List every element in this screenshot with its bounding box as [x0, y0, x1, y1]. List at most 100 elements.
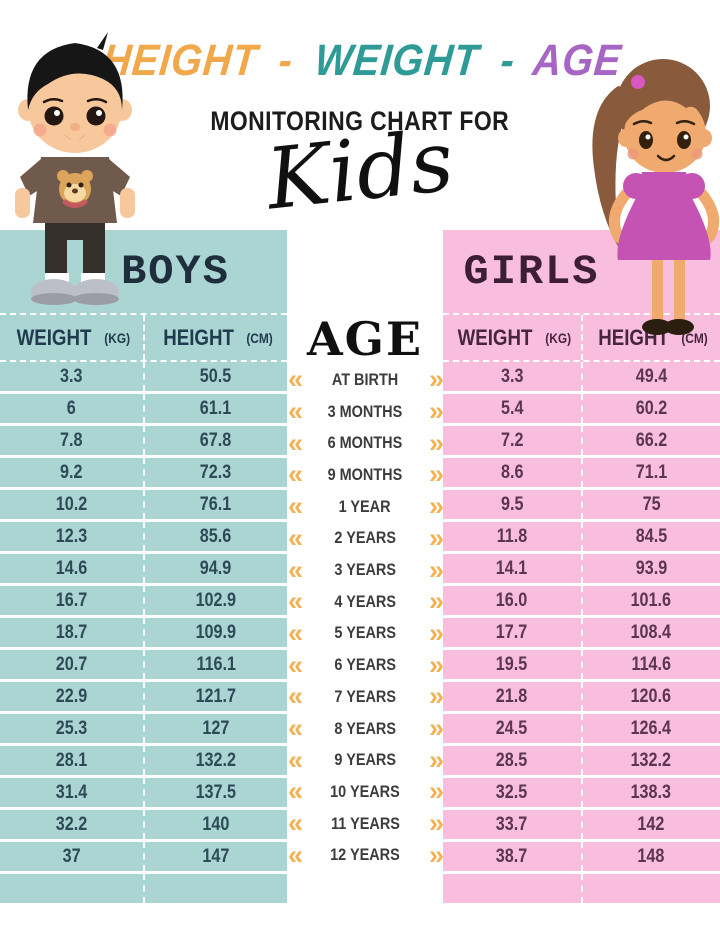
girls-height-cell-text: 142: [637, 813, 665, 835]
age-row: « 6 YEARS »: [287, 649, 444, 681]
boys-weight-cell: 32.2: [0, 810, 145, 839]
girls-table: GIRLS WEIGHT (KG) HEIGHT (CM) 3.3 49.4 5.4…: [443, 230, 720, 903]
girls-weight-cell-text: 7.2: [500, 429, 523, 451]
title-separator: -: [498, 36, 518, 85]
boys-height-header: HEIGHT (CM): [145, 315, 288, 360]
girls-weight-cell: 17.7: [443, 618, 583, 647]
boys-height-cell-text: 147: [202, 845, 230, 867]
girls-height-cell: 66.2: [583, 426, 720, 455]
left-chevrons-icon: «: [288, 459, 303, 490]
boys-height-cell: 127: [145, 714, 288, 743]
boys-height-cell: 85.6: [145, 522, 288, 551]
boys-column-headers: WEIGHT (KG) HEIGHT (CM): [0, 313, 287, 362]
age-label: 2 YEARS: [334, 528, 396, 548]
girls-weight-cell-text: 28.5: [496, 749, 528, 771]
boys-table-row: 32.2 140: [0, 807, 287, 839]
age-row: « AT BIRTH »: [287, 364, 444, 396]
girls-weight-cell: 5.4: [443, 394, 583, 423]
girls-table-row: 24.5 126.4: [443, 711, 720, 743]
girls-height-cell-text: 114.6: [631, 653, 672, 675]
boys-weight-cell-text: 18.7: [55, 621, 87, 643]
girls-height-cell: 93.9: [583, 554, 720, 583]
boys-height-cell-text: 67.8: [200, 429, 232, 451]
girls-weight-cell: 32.5: [443, 778, 583, 807]
left-chevrons-icon: «: [288, 522, 303, 553]
boys-table-row: 10.2 76.1: [0, 487, 287, 519]
boys-height-cell-text: 137.5: [195, 781, 236, 803]
right-chevrons-icon: »: [428, 491, 444, 522]
boys-height-cell: 67.8: [145, 426, 288, 455]
girls-height-cell-text: 71.1: [635, 461, 667, 483]
girls-height-cell: 49.4: [583, 362, 720, 391]
boys-table-row: 16.7 102.9: [0, 583, 287, 615]
boys-height-cell: 94.9: [145, 554, 288, 583]
boys-weight-cell-text: 31.4: [55, 781, 87, 803]
girls-table-row: 3.3 49.4: [443, 362, 720, 391]
girls-table-row: 33.7 142: [443, 807, 720, 839]
age-row: « 6 MONTHS »: [287, 427, 444, 459]
girls-height-cell: 148: [583, 842, 720, 871]
girls-weight-cell: 19.5: [443, 650, 583, 679]
girls-height-cell-text: 101.6: [631, 589, 672, 611]
boys-height-cell: 102.9: [145, 586, 288, 615]
age-rows: « AT BIRTH » « 3 MONTHS » « 6 MONTHS » « 9 MONTHS »…: [287, 364, 444, 903]
left-chevrons-icon: «: [288, 427, 303, 458]
boys-weight-cell: 31.4: [0, 778, 145, 807]
right-chevrons-icon: »: [428, 522, 444, 553]
age-row: « 8 YEARS »: [287, 713, 444, 745]
right-chevrons-icon: »: [428, 649, 444, 680]
girls-weight-cell-text: 38.7: [496, 845, 528, 867]
girls-empty-row: [443, 871, 720, 903]
girls-table-row: 14.1 93.9: [443, 551, 720, 583]
girls-weight-cell-text: 14.1: [496, 557, 528, 579]
right-chevrons-icon: »: [428, 427, 444, 458]
left-chevrons-icon: «: [288, 364, 303, 395]
age-label: 6 YEARS: [334, 655, 396, 675]
boys-height-cell-text: 94.9: [200, 557, 232, 579]
left-chevrons-icon: «: [288, 554, 303, 585]
subtitle: MONITORING CHART FOR: [0, 106, 720, 137]
boys-table-row: 20.7 116.1: [0, 647, 287, 679]
age-row: « 4 YEARS »: [287, 586, 444, 618]
boys-weight-cell-text: 14.6: [55, 557, 87, 579]
girls-weight-unit: (KG): [544, 329, 571, 346]
girls-table-title: GIRLS: [463, 247, 600, 296]
girls-weight-cell: 11.8: [443, 522, 583, 551]
boys-table-row: 3.3 50.5: [0, 362, 287, 391]
age-label: 11 YEARS: [330, 813, 400, 833]
right-chevrons-icon: »: [428, 586, 444, 617]
age-label: 12 YEARS: [330, 845, 400, 865]
age-empty-row: [287, 871, 443, 903]
age-label: 7 YEARS: [334, 686, 396, 706]
boys-height-cell-text: 72.3: [200, 461, 232, 483]
boys-weight-cell-text: 22.9: [55, 685, 87, 707]
girls-height-cell-text: 148: [637, 845, 665, 867]
boys-table: BOYS WEIGHT (KG) HEIGHT (CM) 3.3 50.5 6 61.…: [0, 230, 287, 903]
boys-table-row: 37 147: [0, 839, 287, 871]
right-chevrons-icon: »: [428, 459, 444, 490]
boys-table-row: 14.6 94.9: [0, 551, 287, 583]
right-chevrons-icon: »: [428, 744, 444, 775]
boys-height-cell: 140: [145, 810, 288, 839]
boys-height-cell-text: 121.7: [195, 685, 236, 707]
boys-weight-cell: 10.2: [0, 490, 145, 519]
age-row: « 1 YEAR »: [287, 491, 444, 523]
girls-height-header: HEIGHT (CM): [583, 315, 720, 360]
boys-height-cell: 147: [145, 842, 288, 871]
boys-weight-cell: 20.7: [0, 650, 145, 679]
girls-table-row: 16.0 101.6: [443, 583, 720, 615]
girls-weight-cell-text: 17.7: [496, 621, 528, 643]
boys-weight-cell: 37: [0, 842, 145, 871]
boys-height-cell: 109.9: [145, 618, 288, 647]
boy-character-illustration: [2, 26, 148, 312]
boys-height-cell-text: 140: [202, 813, 230, 835]
age-column-title: AGE: [306, 312, 424, 366]
age-label: 10 YEARS: [330, 781, 400, 801]
subtitle-text: MONITORING CHART FOR: [210, 106, 510, 136]
boys-weight-cell-text: 7.8: [60, 429, 83, 451]
age-label: 3 MONTHS: [327, 401, 403, 421]
boys-weight-cell: 28.1: [0, 746, 145, 775]
right-chevrons-icon: »: [428, 839, 444, 870]
boys-empty-weight-cell: [0, 874, 145, 903]
